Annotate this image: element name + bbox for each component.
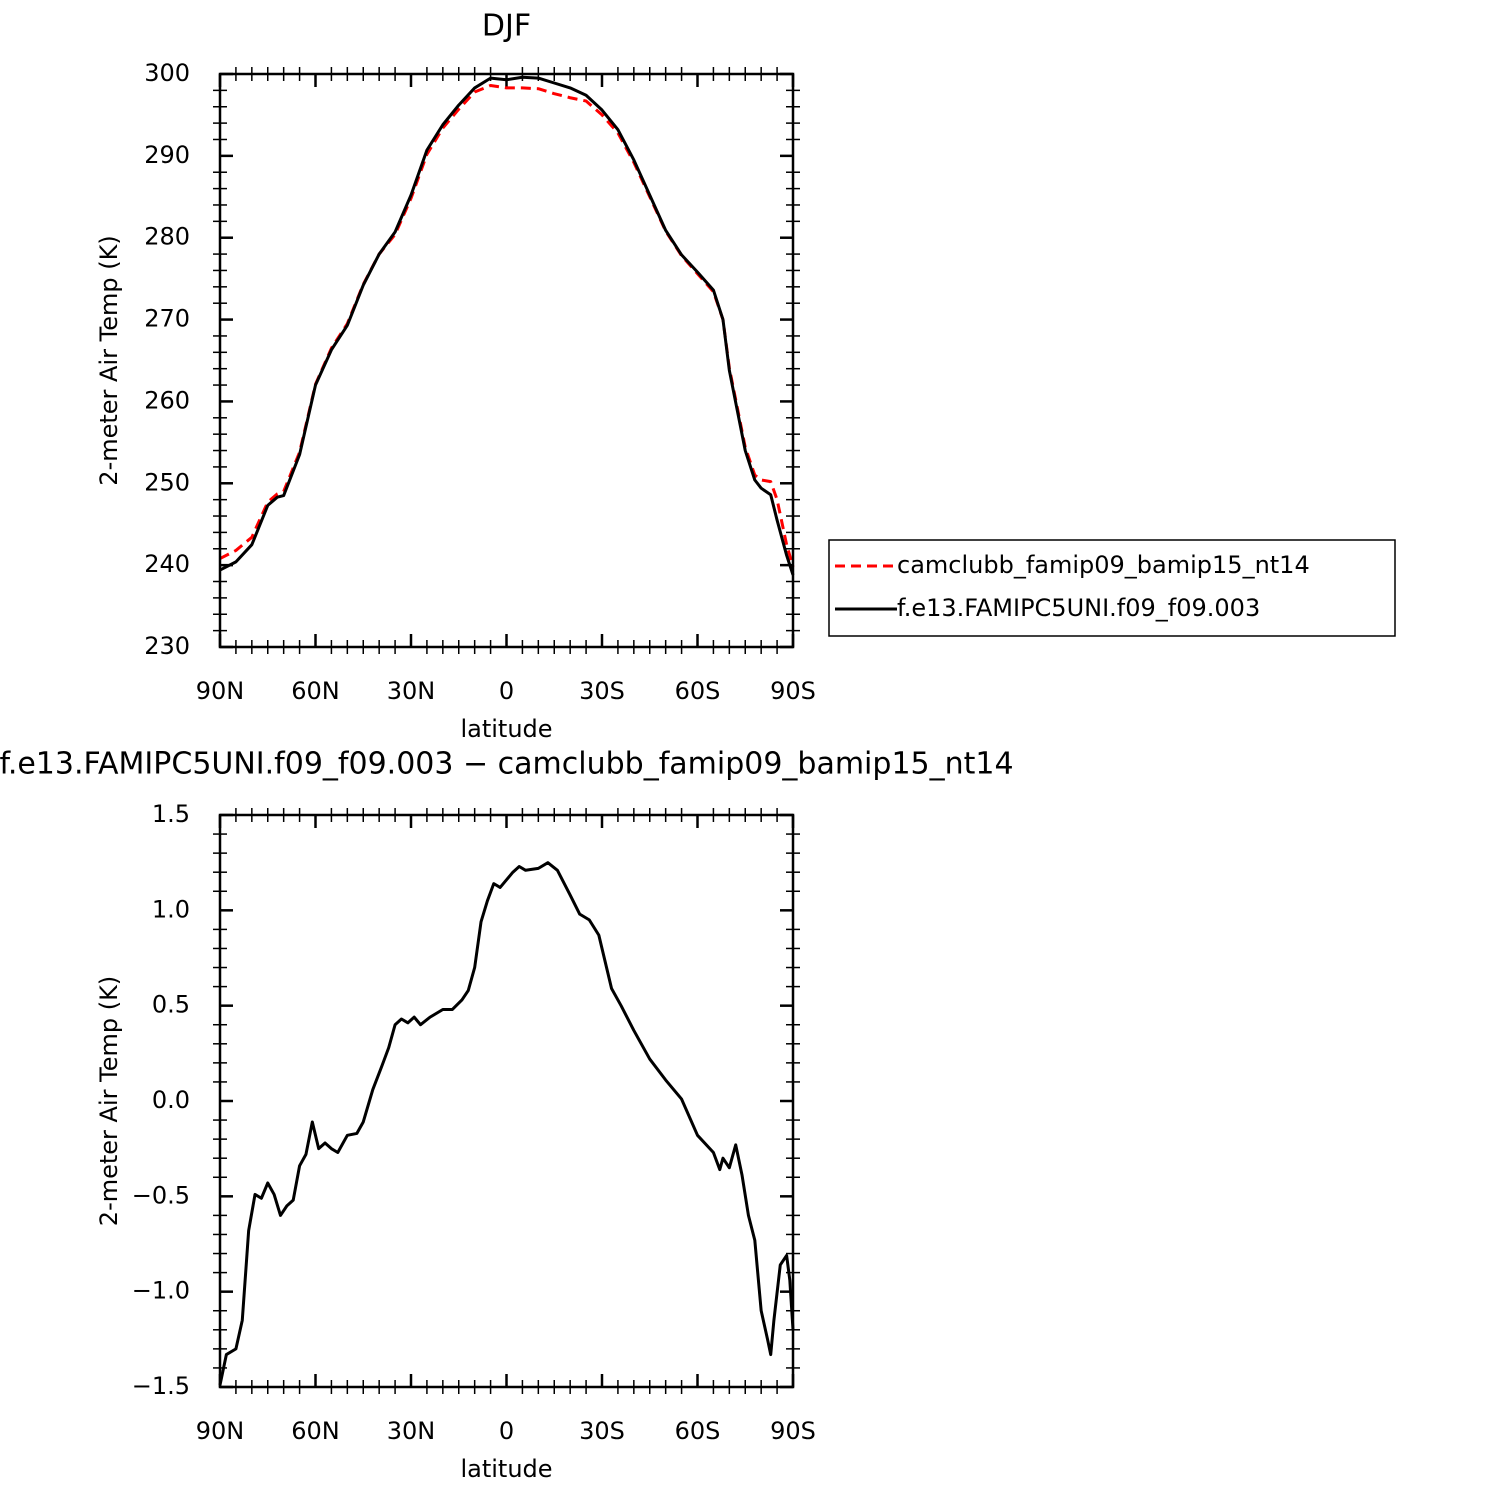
x-tick-label: 30S	[579, 677, 625, 705]
x-tick-label: 0	[499, 1417, 514, 1445]
y-tick-label: 270	[144, 305, 190, 333]
y-tick-label: 290	[144, 141, 190, 169]
y-tick-label: 300	[144, 59, 190, 87]
x-tick-label: 60N	[291, 1417, 340, 1445]
data-line	[219, 75, 795, 576]
x-axis-label: latitude	[460, 1455, 552, 1483]
y-tick-label: 280	[144, 223, 190, 251]
data-line	[219, 83, 795, 568]
y-tick-label: 260	[144, 386, 190, 414]
y-tick-label: 240	[144, 550, 190, 578]
y-tick-label: 1.5	[152, 800, 190, 828]
x-tick-label: 90N	[196, 1417, 245, 1445]
y-tick-label: −0.5	[132, 1181, 190, 1209]
legend-box	[828, 539, 1396, 637]
x-tick-label: 60N	[291, 677, 340, 705]
x-tick-label: 30N	[387, 1417, 436, 1445]
y-tick-label: 230	[144, 632, 190, 660]
y-tick-label: 1.0	[152, 895, 190, 923]
x-axis-label: latitude	[460, 715, 552, 743]
x-tick-label: 90S	[770, 677, 816, 705]
y-axis-label: 2-meter Air Temp (K)	[95, 976, 123, 1226]
chart-title: DJF	[482, 9, 531, 44]
x-tick-label: 0	[499, 677, 514, 705]
plot-frame	[218, 72, 795, 649]
y-tick-label: −1.5	[132, 1372, 190, 1400]
x-tick-label: 30S	[579, 1417, 625, 1445]
y-tick-label: −1.0	[132, 1277, 190, 1305]
data-line	[218, 861, 795, 1386]
y-axis-label: 2-meter Air Temp (K)	[95, 235, 123, 485]
x-tick-label: 60S	[675, 1417, 721, 1445]
x-tick-label: 90N	[196, 677, 245, 705]
chart-title: f.e13.FAMIPC5UNI.f09_f09.003 − camclubb_…	[0, 747, 1014, 782]
y-tick-label: 250	[144, 468, 190, 496]
y-tick-label: 0.0	[152, 1086, 190, 1114]
legend-label: f.e13.FAMIPC5UNI.f09_f09.003	[897, 594, 1260, 622]
legend-label: camclubb_famip09_bamip15_nt14	[897, 551, 1310, 579]
x-tick-label: 90S	[770, 1417, 816, 1445]
plot-frame	[218, 813, 795, 1389]
x-tick-label: 60S	[675, 677, 721, 705]
y-tick-label: 0.5	[152, 991, 190, 1019]
x-tick-label: 30N	[387, 677, 436, 705]
